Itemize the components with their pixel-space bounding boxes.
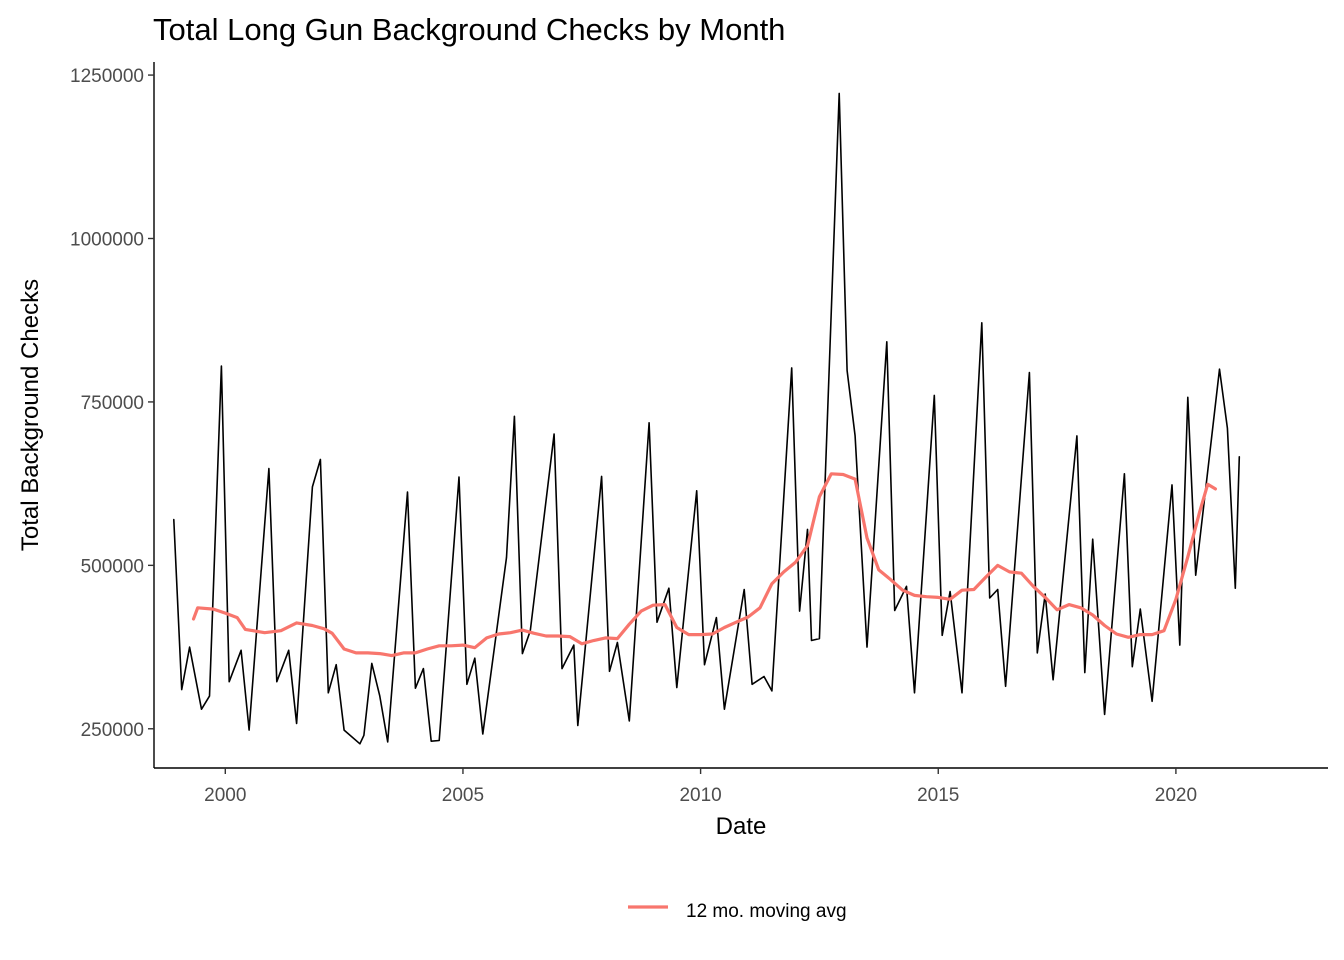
x-tick-label: 2010 [679, 785, 721, 806]
series-line-moving-avg [191, 472, 1218, 658]
x-tick-label: 2000 [204, 785, 246, 806]
y-axis-title: Total Background Checks [17, 279, 44, 551]
chart-title: Total Long Gun Background Checks by Mont… [153, 12, 786, 47]
y-tick-label: 1250000 [70, 66, 144, 87]
x-axis-ticks: 2000 2005 2010 2015 2020 [204, 768, 1197, 806]
x-tick-label: 2015 [917, 785, 959, 806]
legend: 12 mo. moving avg [628, 901, 847, 922]
chart-marks [173, 92, 1241, 745]
y-tick-label: 500000 [81, 556, 144, 577]
y-tick-label: 1000000 [70, 230, 144, 251]
x-tick-label: 2020 [1155, 785, 1197, 806]
y-tick-label: 750000 [81, 393, 144, 414]
y-tick-label: 250000 [81, 720, 144, 741]
x-axis-title: Date [716, 813, 767, 840]
series-line-monthly-checks [173, 92, 1241, 745]
y-axis-ticks: 250000 500000 750000 1000000 1250000 [70, 66, 154, 741]
x-tick-label: 2005 [442, 785, 484, 806]
legend-label-moving-avg: 12 mo. moving avg [686, 901, 847, 922]
